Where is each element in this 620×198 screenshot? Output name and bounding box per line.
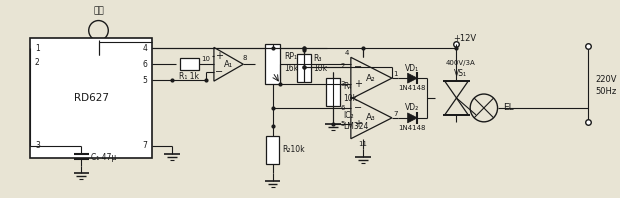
Text: +: + bbox=[215, 51, 223, 61]
Text: 2: 2 bbox=[340, 63, 345, 69]
FancyBboxPatch shape bbox=[266, 136, 280, 164]
Text: 7: 7 bbox=[394, 111, 398, 117]
Text: −: − bbox=[215, 67, 223, 77]
Text: 2: 2 bbox=[35, 58, 40, 67]
Text: 5: 5 bbox=[143, 76, 148, 85]
Text: −: − bbox=[353, 103, 361, 113]
Text: +12V: +12V bbox=[453, 34, 476, 43]
Text: R₄: R₄ bbox=[343, 82, 352, 91]
Text: 6: 6 bbox=[340, 105, 345, 111]
Text: 天线: 天线 bbox=[93, 6, 104, 15]
Text: R₂10k: R₂10k bbox=[282, 145, 305, 154]
Text: 10k: 10k bbox=[343, 93, 357, 103]
Text: A₂: A₂ bbox=[366, 74, 375, 83]
Text: 50Hz: 50Hz bbox=[595, 87, 617, 96]
FancyBboxPatch shape bbox=[180, 58, 199, 70]
Text: 16k: 16k bbox=[285, 64, 298, 73]
Text: 7: 7 bbox=[143, 141, 148, 150]
Text: 5: 5 bbox=[340, 121, 345, 127]
Text: 3: 3 bbox=[35, 141, 40, 150]
Text: 1N4148: 1N4148 bbox=[399, 85, 426, 91]
Text: 10k: 10k bbox=[314, 64, 328, 73]
Text: IC₂: IC₂ bbox=[343, 111, 353, 120]
Text: VD₂: VD₂ bbox=[405, 103, 420, 112]
FancyBboxPatch shape bbox=[265, 44, 280, 84]
Text: VS₁: VS₁ bbox=[454, 69, 467, 78]
Text: 4: 4 bbox=[143, 44, 148, 53]
Text: 11: 11 bbox=[359, 141, 368, 147]
Text: 220V: 220V bbox=[595, 75, 617, 84]
FancyBboxPatch shape bbox=[30, 38, 153, 158]
Text: 10: 10 bbox=[201, 56, 210, 62]
Text: 1N4148: 1N4148 bbox=[399, 125, 426, 131]
Text: 6: 6 bbox=[143, 60, 148, 69]
Polygon shape bbox=[407, 113, 417, 123]
Text: 4: 4 bbox=[345, 50, 349, 56]
Text: C₁ 47μ: C₁ 47μ bbox=[91, 153, 117, 162]
FancyBboxPatch shape bbox=[297, 54, 311, 82]
Text: −: − bbox=[353, 62, 361, 72]
Text: RP₁: RP₁ bbox=[285, 52, 298, 61]
Text: 8: 8 bbox=[243, 55, 247, 61]
Text: 3: 3 bbox=[340, 81, 345, 87]
Text: 1: 1 bbox=[35, 44, 40, 53]
Text: VD₁: VD₁ bbox=[405, 64, 420, 73]
Text: LM324: LM324 bbox=[343, 122, 368, 131]
Text: 400V/3A: 400V/3A bbox=[446, 60, 476, 66]
Text: A₃: A₃ bbox=[366, 113, 375, 122]
Text: EL: EL bbox=[503, 103, 514, 112]
FancyBboxPatch shape bbox=[326, 78, 340, 106]
Text: RD627: RD627 bbox=[74, 93, 108, 103]
Polygon shape bbox=[407, 73, 417, 83]
Text: A₁: A₁ bbox=[224, 60, 233, 69]
Text: +: + bbox=[353, 79, 361, 89]
Text: 1: 1 bbox=[394, 71, 398, 77]
Text: R₃: R₃ bbox=[314, 54, 322, 63]
Text: R₁ 1k: R₁ 1k bbox=[179, 72, 200, 81]
Text: +: + bbox=[353, 119, 361, 129]
